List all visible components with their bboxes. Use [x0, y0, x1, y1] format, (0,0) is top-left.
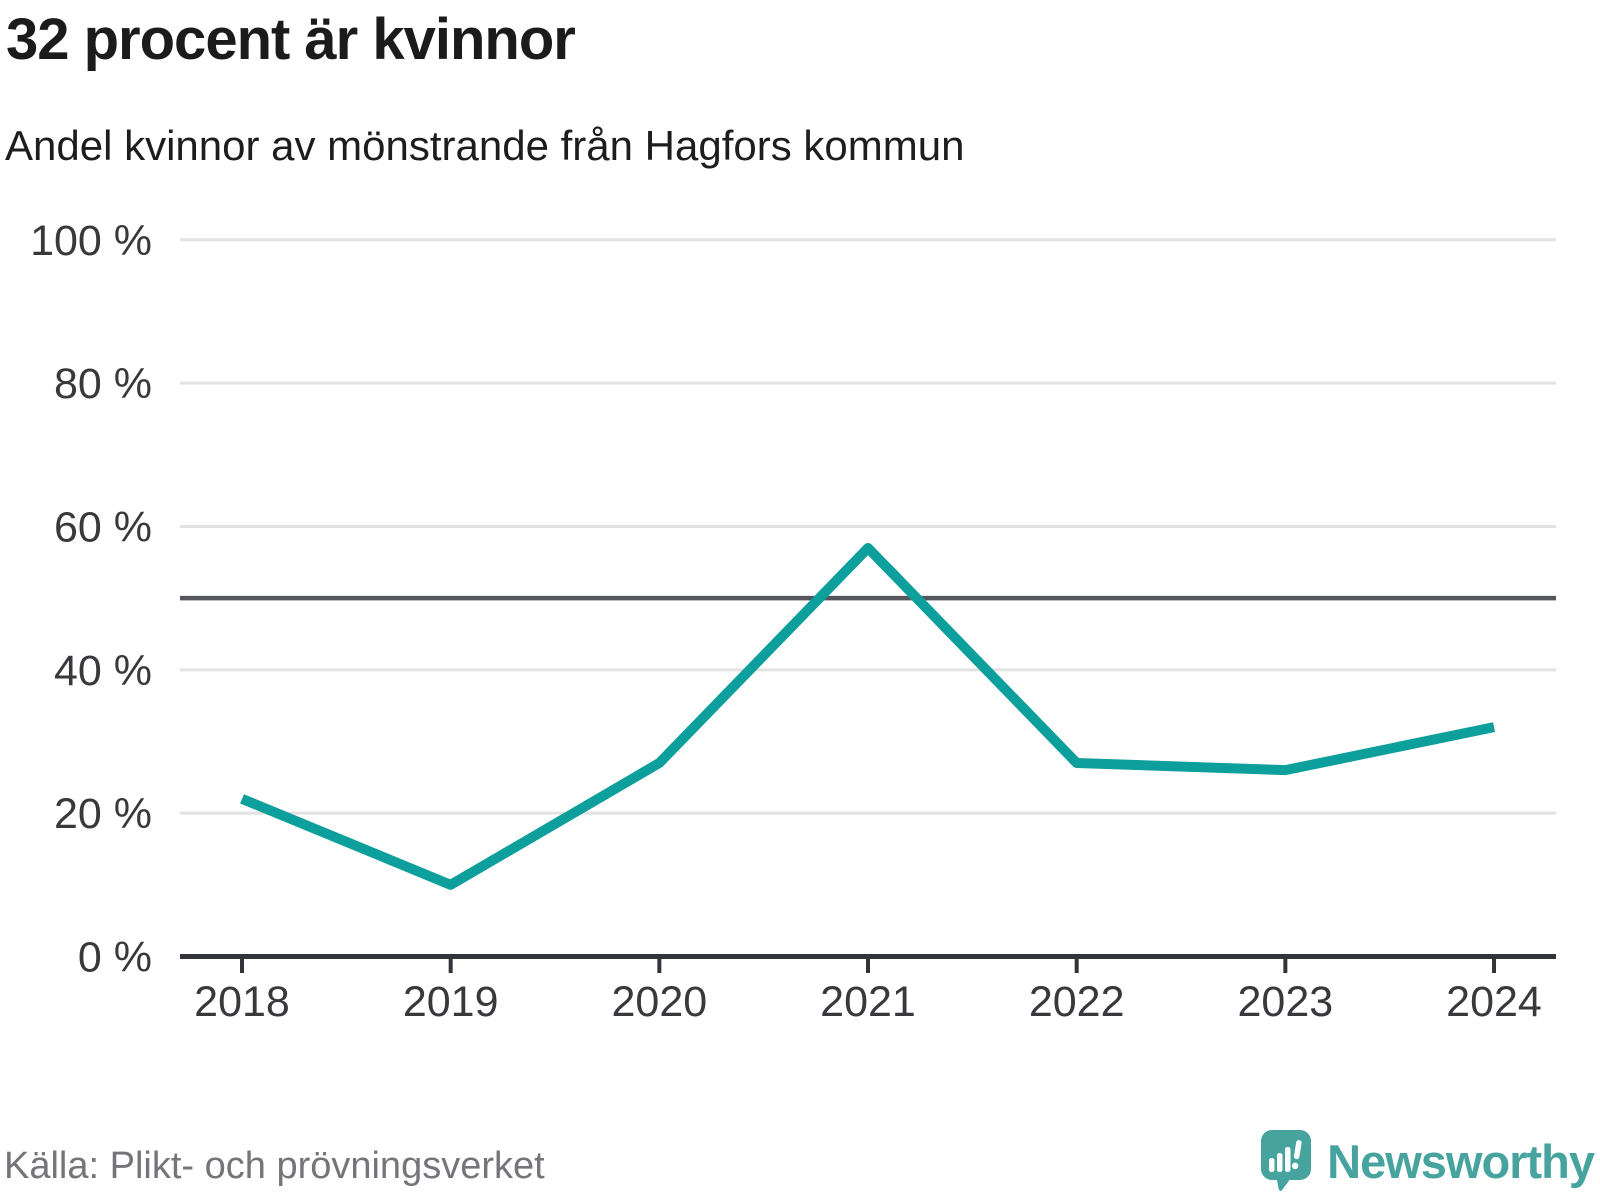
newsworthy-wordmark: Newsworthy — [1327, 1134, 1595, 1188]
data-line — [240, 542, 1496, 890]
x-axis-tick-label: 2024 — [1446, 978, 1542, 1026]
y-axis-tick-label: 60 % — [54, 503, 152, 551]
y-axis-tick-label: 40 % — [54, 647, 152, 695]
x-axis-tick-label: 2023 — [1238, 978, 1334, 1026]
chart-title: 32 procent är kvinnor — [6, 7, 576, 72]
x-axis-tick-label: 2021 — [820, 978, 916, 1026]
chart-subtitle: Andel kvinnor av mönstrande från Hagfors… — [5, 122, 965, 169]
y-axis-tick-label: 80 % — [54, 360, 152, 408]
source-note: Källa: Plikt- och prövningsverket — [4, 1145, 545, 1187]
x-axis-tick-label: 2019 — [403, 978, 499, 1026]
y-axis-tick-label: 0 % — [78, 934, 152, 982]
newsworthy-logo: Newsworthy — [1261, 1130, 1595, 1192]
x-axis-tick-label: 2020 — [612, 978, 708, 1026]
y-axis-tick-label: 100 % — [30, 217, 152, 265]
x-axis-tick-label: 2018 — [194, 978, 290, 1026]
y-axis-tick-label: 20 % — [54, 790, 152, 838]
x-axis-tick-label: 2022 — [1029, 978, 1125, 1026]
newsworthy-logo-icon — [1261, 1130, 1312, 1192]
